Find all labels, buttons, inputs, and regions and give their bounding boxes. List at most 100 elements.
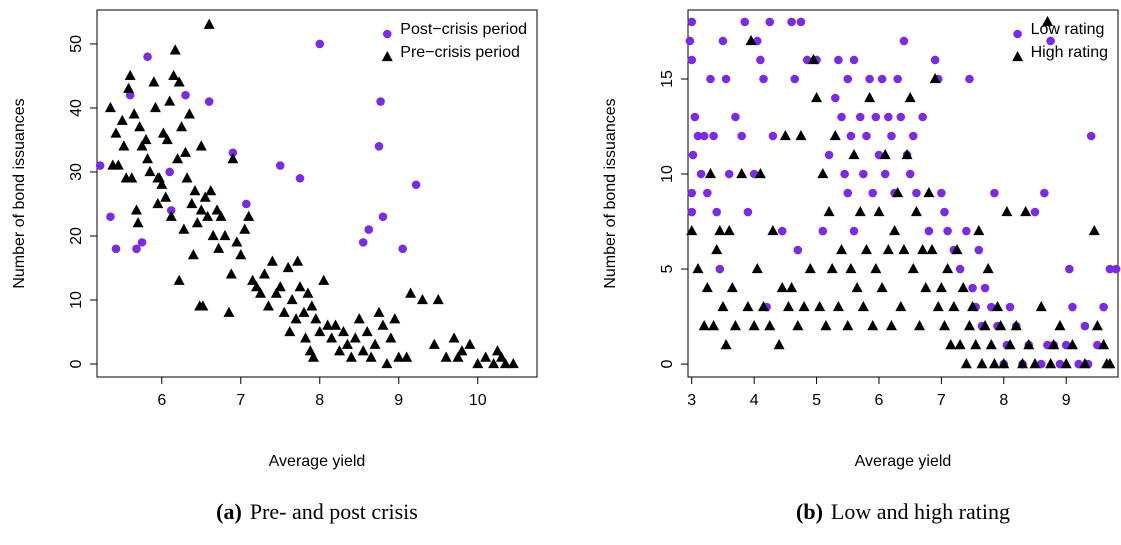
- triangle-point: [448, 332, 460, 343]
- scatter-plot: 6 7 8 9 10 0 10 20 30 40 50 Average yield Number of …: [11, 9, 538, 470]
- triangle-point: [247, 274, 259, 285]
- x-tick-label: 6: [157, 392, 166, 409]
- triangle-point: [776, 282, 788, 293]
- triangle-point: [848, 148, 860, 160]
- triangle-point: [851, 282, 863, 293]
- circle-point: [896, 112, 906, 122]
- triangle-point: [917, 243, 929, 255]
- circle-point: [724, 169, 734, 179]
- triangle-point: [1001, 205, 1013, 217]
- circle-point: [106, 212, 115, 222]
- triangle-point: [957, 282, 969, 293]
- triangle-point: [169, 44, 181, 55]
- triangle-point: [456, 345, 468, 356]
- circle-point: [706, 74, 715, 84]
- circle-point: [95, 161, 105, 170]
- y-axis-title: Number of bond issuances: [11, 98, 28, 288]
- circle-point: [165, 167, 174, 177]
- caption: (b) Low and high rating: [796, 499, 1010, 524]
- triangle-point: [118, 140, 130, 151]
- circle-point: [830, 93, 840, 103]
- triangle-point: [440, 351, 452, 362]
- triangle-point: [377, 319, 389, 330]
- circle-point: [1030, 207, 1040, 217]
- legend-marker: [382, 29, 392, 39]
- triangle-point: [148, 76, 160, 87]
- triangle-point: [842, 320, 854, 331]
- circle-point: [181, 90, 190, 100]
- legend-marker: [381, 50, 393, 62]
- triangle-point: [373, 306, 385, 317]
- triangle-point: [385, 332, 397, 343]
- x-tick-label: 7: [236, 392, 245, 409]
- y-tick-label: 0: [68, 359, 85, 368]
- y-tick-label: 15: [659, 70, 676, 88]
- triangle-point: [742, 301, 754, 312]
- triangle-point: [864, 91, 876, 103]
- plot-frame: [687, 9, 1119, 378]
- x-tick-label: 7: [937, 392, 946, 409]
- circle-point: [1068, 302, 1077, 312]
- triangle-point: [832, 301, 844, 312]
- y-tick-label: 10: [68, 291, 85, 309]
- triangle-point: [967, 301, 979, 312]
- triangle-point: [723, 224, 735, 236]
- triangle-point: [330, 319, 342, 330]
- caption-text: Low and high rating: [831, 499, 1010, 524]
- triangle-point: [782, 301, 794, 312]
- circle-point: [111, 244, 121, 254]
- triangle-point: [758, 301, 770, 312]
- triangle-point: [823, 205, 835, 217]
- circle-point: [1005, 302, 1015, 312]
- triangle-point: [345, 351, 357, 362]
- triangle-point: [807, 53, 819, 65]
- triangle-point: [251, 281, 263, 292]
- triangle-point: [786, 282, 798, 293]
- legend: Low rating High rating: [1012, 21, 1108, 62]
- triangle-point: [286, 293, 298, 305]
- triangle-point: [892, 186, 904, 198]
- circle-point: [943, 226, 952, 236]
- triangle-point: [307, 351, 319, 362]
- circle-point: [204, 97, 214, 106]
- triangle-point: [499, 357, 511, 369]
- triangle-point: [929, 72, 941, 84]
- triangle-point: [995, 320, 1007, 331]
- circle-point: [696, 169, 706, 179]
- triangle-point: [717, 301, 729, 312]
- legend-label: High rating: [1031, 44, 1108, 61]
- triangle-point: [235, 249, 247, 260]
- triangle-point: [239, 223, 251, 234]
- triangle-point: [156, 178, 168, 189]
- triangle-point: [142, 153, 154, 164]
- y-tick-label: 10: [659, 165, 676, 183]
- circle-point: [1105, 264, 1115, 274]
- triangle-point: [187, 249, 199, 260]
- triangle-point: [314, 325, 326, 337]
- circle-point: [241, 199, 251, 209]
- triangle-point: [873, 205, 885, 217]
- triangle-point: [205, 185, 217, 196]
- triangle-point: [207, 229, 219, 241]
- triangle-point: [973, 224, 985, 236]
- triangle-point: [231, 236, 243, 247]
- triangle-point: [298, 306, 310, 317]
- triangle-point: [186, 197, 198, 209]
- x-tick-label: 9: [394, 392, 403, 409]
- triangle-point: [1029, 358, 1041, 369]
- triangle-point: [692, 262, 704, 274]
- circle-point: [688, 150, 698, 160]
- legend-label: Post−crisis period: [400, 21, 527, 38]
- triangle-point: [898, 243, 910, 255]
- triangle-point: [278, 306, 290, 317]
- circle-point: [793, 245, 803, 255]
- triangle-point: [1045, 358, 1057, 369]
- y-tick-label: 50: [68, 35, 85, 53]
- triangle-point: [767, 224, 779, 236]
- triangle-point: [829, 129, 841, 141]
- triangle-point: [306, 300, 318, 311]
- circle-point: [378, 212, 388, 222]
- triangle-point: [337, 325, 349, 337]
- triangle-point: [472, 357, 484, 369]
